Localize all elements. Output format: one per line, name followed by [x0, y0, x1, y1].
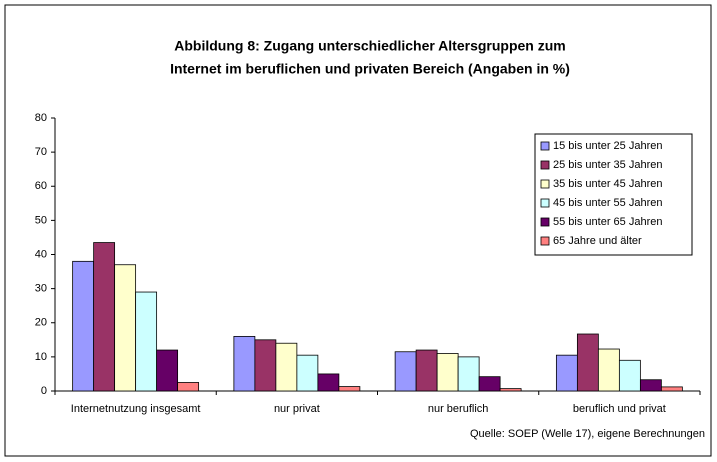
- chart-title: Internet im beruflichen und privaten Ber…: [170, 61, 570, 77]
- legend-swatch: [540, 198, 550, 208]
- bar: [177, 382, 200, 392]
- bar: [338, 386, 361, 392]
- bar: [618, 359, 641, 392]
- bar: [72, 260, 95, 392]
- bar: [394, 351, 417, 392]
- bar: [254, 339, 277, 392]
- bar: [660, 386, 683, 392]
- bar: [478, 376, 501, 392]
- legend-label: 35 bis unter 45 Jahren: [553, 178, 662, 190]
- legend-swatch: [540, 141, 550, 151]
- legend-label: 65 Jahre und älter: [553, 235, 642, 247]
- bar: [597, 348, 620, 392]
- bar: [499, 388, 522, 392]
- x-tick-label: nur privat: [274, 403, 320, 415]
- legend-label: 15 bis unter 25 Jahren: [553, 140, 662, 152]
- y-tick-label: 30: [35, 283, 47, 295]
- y-tick-label: 0: [41, 385, 47, 397]
- y-tick-label: 80: [35, 112, 47, 124]
- bar: [156, 349, 179, 392]
- bar: [114, 264, 137, 392]
- y-tick-label: 20: [35, 317, 47, 329]
- bar: [415, 349, 438, 392]
- source-note: Quelle: SOEP (Welle 17), eigene Berechnu…: [470, 428, 705, 440]
- legend-label: 45 bis unter 55 Jahren: [553, 197, 662, 209]
- legend-box: [534, 133, 693, 256]
- y-tick-label: 50: [35, 214, 47, 226]
- bar: [93, 242, 116, 392]
- y-tick-label: 60: [35, 180, 47, 192]
- bar: [296, 354, 319, 392]
- y-tick-label: 70: [35, 146, 47, 158]
- bar: [576, 333, 599, 392]
- x-tick-label: nur beruflich: [428, 403, 489, 415]
- legend-swatch: [540, 217, 550, 227]
- bar: [555, 354, 578, 392]
- x-tick-label: beruflich und privat: [573, 403, 666, 415]
- chart-title: Abbildung 8: Zugang unterschiedlicher Al…: [174, 38, 566, 54]
- x-tick-label: Internetnutzung insgesamt: [71, 403, 201, 415]
- legend-swatch: [540, 236, 550, 246]
- bar: [233, 335, 256, 392]
- bar: [317, 373, 340, 392]
- y-tick-label: 40: [35, 248, 47, 260]
- legend-label: 55 bis unter 65 Jahren: [553, 216, 662, 228]
- bar: [457, 356, 480, 392]
- bar: [436, 353, 459, 392]
- legend-label: 25 bis unter 35 Jahren: [553, 159, 662, 171]
- bar: [639, 379, 662, 392]
- bar: [135, 291, 158, 392]
- bar: [275, 342, 298, 392]
- legend-swatch: [540, 179, 550, 189]
- legend-swatch: [540, 160, 550, 170]
- y-tick-label: 10: [35, 351, 47, 363]
